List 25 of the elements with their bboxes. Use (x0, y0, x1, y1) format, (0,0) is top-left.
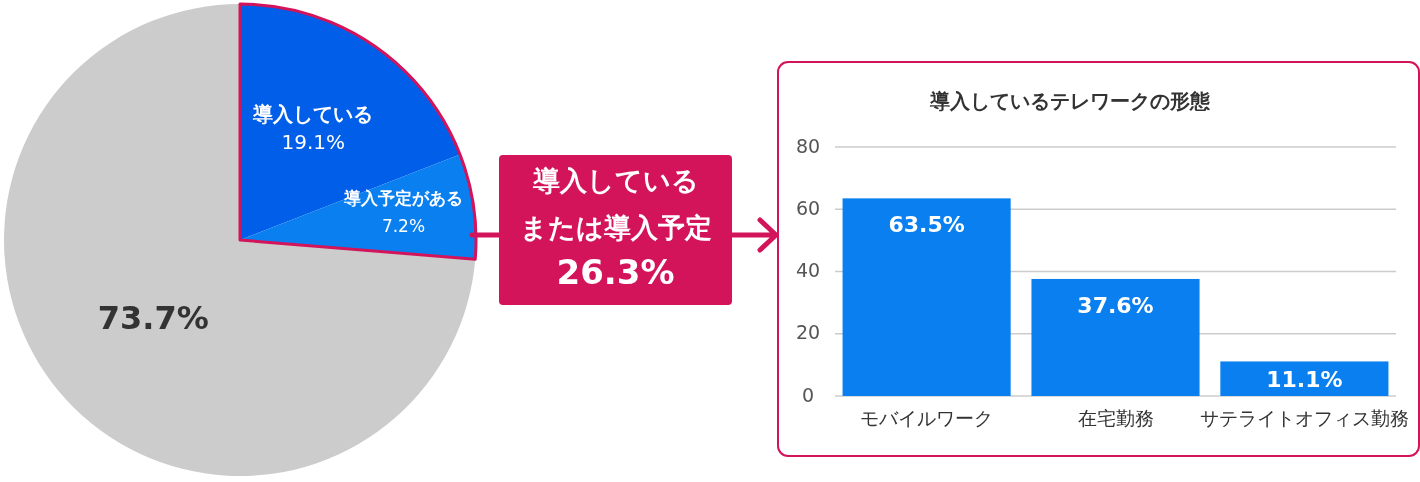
text: 導入している (531, 165, 699, 196)
slice-label: 導入している (252, 101, 374, 126)
data-label: 11.1% (1266, 366, 1343, 392)
x-tick-label: 在宅勤務 (1077, 407, 1154, 429)
data-label: 37.6% (1077, 292, 1154, 318)
x-tick-label: モバイルワーク (860, 407, 994, 429)
x-tick-label: サテライトオフィス勤務 (1199, 407, 1409, 429)
slice-label: 導入予定がある (342, 188, 463, 209)
y-tick-label: 40 (795, 259, 821, 281)
data-label: 19.1% (281, 129, 346, 154)
bar (1220, 361, 1389, 396)
pie-slice (4, 4, 476, 476)
y-tick-label: 80 (795, 134, 821, 157)
text: または導入予定 (519, 212, 712, 243)
pie-slice (240, 4, 460, 240)
y-tick-label: 20 (795, 321, 821, 344)
data-label: 73.7% (97, 298, 209, 337)
y-tick-label: 0 (801, 383, 815, 406)
text: 26.3% (556, 252, 675, 292)
chart-title: 導入しているテレワークの形態 (929, 89, 1211, 113)
bar (842, 198, 1011, 396)
bar (1031, 278, 1200, 396)
data-label: 63.5% (888, 212, 965, 238)
data-label: 7.2% (381, 216, 426, 237)
y-tick-label: 60 (795, 196, 821, 219)
